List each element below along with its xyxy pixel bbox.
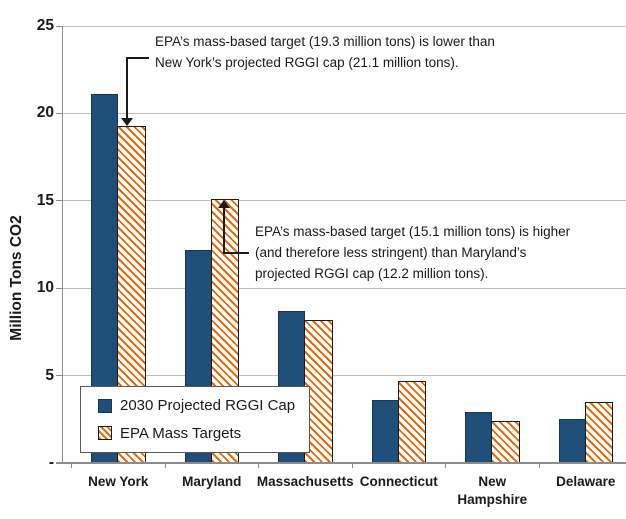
bar-epa-target-5 <box>584 401 614 463</box>
legend-swatch-solid-blue-icon <box>98 398 112 413</box>
x-tick-3 <box>351 463 353 468</box>
y-tick-5 <box>56 375 62 377</box>
annotation-maryland-arrowhead-up-icon <box>218 200 230 208</box>
x-label-0: New York <box>88 474 149 489</box>
bar-rggi-cap-5 <box>558 419 586 463</box>
gridline-10 <box>62 287 626 289</box>
y-tick-label-20: 20 <box>36 104 54 122</box>
annotation-maryland: EPA’s mass-based target (15.1 million to… <box>255 224 571 281</box>
bar-epa-target-3 <box>397 380 427 463</box>
y-tick-label-0: - <box>48 454 54 471</box>
annotation-new-york-connector-h <box>126 57 149 59</box>
y-axis-title: Million Tons CO2 <box>8 215 25 341</box>
y-tick-label-10: 10 <box>36 279 54 297</box>
y-tick-10 <box>56 287 62 289</box>
legend-entry-rggi-cap: 2030 Projected RGGI Cap <box>98 397 309 414</box>
x-label-4: New Hampshire <box>457 474 528 507</box>
legend-label-epa-targets: EPA Mass Targets <box>120 424 242 442</box>
y-axis-line <box>61 26 63 463</box>
y-tick-15 <box>56 200 62 202</box>
annotation-maryland-arrow-stem <box>223 208 225 254</box>
x-axis-line <box>56 462 626 464</box>
annotation-maryland-connector-h <box>223 252 249 254</box>
legend-label-rggi-cap: 2030 Projected RGGI Cap <box>120 397 296 415</box>
x-tick-4 <box>445 463 446 468</box>
y-tick-25 <box>56 25 62 27</box>
annotation-new-york: EPA’s mass-based target (19.3 million to… <box>155 34 495 70</box>
y-tick-20 <box>56 112 62 114</box>
y-tick-label-5: 5 <box>45 366 54 384</box>
x-tick-0 <box>71 463 72 468</box>
x-tick-5 <box>538 463 540 468</box>
x-tick-1 <box>164 463 166 468</box>
x-label-1: Maryland <box>182 474 242 489</box>
annotation-new-york-arrowhead-down-icon <box>121 118 133 126</box>
x-label-3: Connecticut <box>359 474 438 489</box>
y-tick-label-15: 15 <box>36 191 54 209</box>
gridline-15 <box>62 200 626 202</box>
gridline-20 <box>62 112 626 114</box>
bar-rggi-cap-4 <box>465 412 493 463</box>
legend: 2030 Projected RGGI Cap EPA Mass Targets <box>80 386 310 453</box>
bar-epa-target-4 <box>491 421 520 463</box>
x-label-2: Massachusetts <box>256 474 354 489</box>
y-tick-label-25: 25 <box>36 17 54 34</box>
gridline-25 <box>62 25 626 27</box>
bar-rggi-cap-3 <box>371 400 399 463</box>
x-label-5: Delaware <box>556 474 616 489</box>
gridline-5 <box>62 375 626 377</box>
legend-swatch-orange-hatch-icon <box>98 426 112 441</box>
x-tick-2 <box>258 463 259 468</box>
legend-entry-epa-targets: EPA Mass Targets <box>98 425 309 442</box>
annotation-new-york-arrow-stem <box>126 57 128 119</box>
